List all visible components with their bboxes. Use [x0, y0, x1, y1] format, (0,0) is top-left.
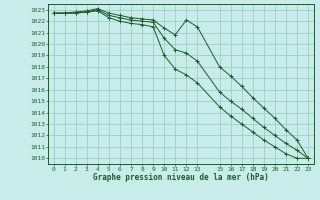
X-axis label: Graphe pression niveau de la mer (hPa): Graphe pression niveau de la mer (hPa) [93, 173, 269, 182]
